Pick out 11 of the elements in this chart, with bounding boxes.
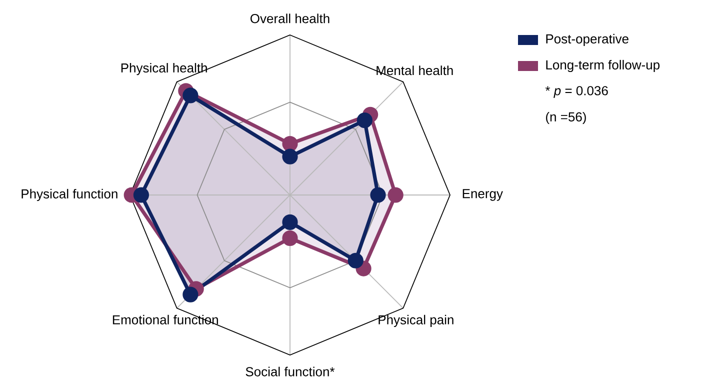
spoke-label: Physical health <box>121 63 207 76</box>
spoke-label: Mental health <box>376 66 453 76</box>
text: (n =56) <box>546 112 586 124</box>
text: *p = 0.036 <box>545 86 608 98</box>
spoke-label: Social function* <box>246 366 335 376</box>
spoke-label: Physical function <box>22 188 118 202</box>
spoke-label: Energy <box>462 189 503 201</box>
spoke-label: Physical pain <box>378 314 454 327</box>
spoke-label: Overall health <box>250 14 330 24</box>
legend-label: Long-term follow-up <box>546 60 660 72</box>
legend-label: Post-operative <box>546 34 628 46</box>
